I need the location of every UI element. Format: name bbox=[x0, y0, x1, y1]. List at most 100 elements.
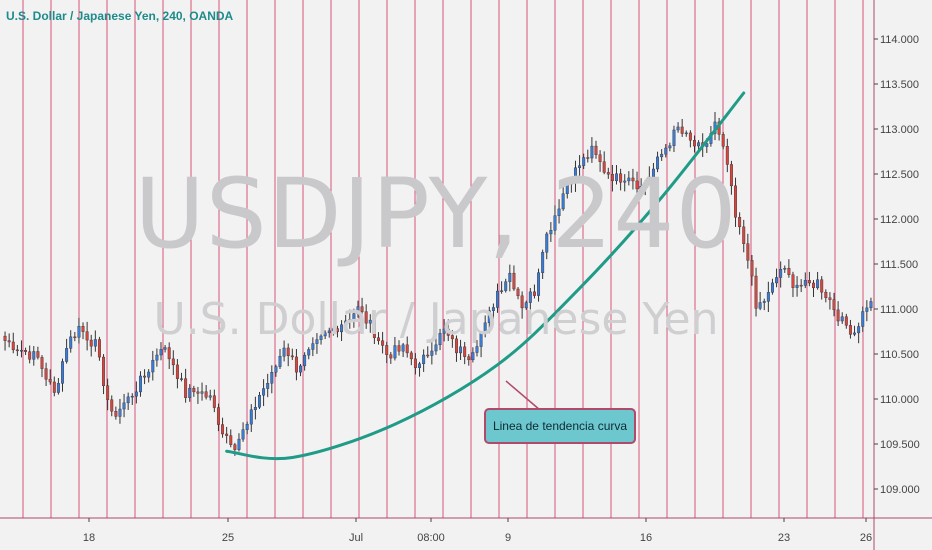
candle-down bbox=[409, 352, 413, 360]
candle-down bbox=[844, 316, 848, 326]
candle-up bbox=[258, 395, 261, 408]
chart-title: U.S. Dollar / Japanese Yen, 240, OANDA bbox=[6, 9, 234, 23]
candle-up bbox=[639, 186, 643, 190]
candle-up bbox=[557, 208, 561, 216]
candle-down bbox=[787, 267, 791, 275]
candle-up bbox=[676, 126, 680, 131]
candle-down bbox=[598, 154, 602, 162]
candle-down bbox=[791, 274, 795, 288]
candle-up bbox=[134, 391, 138, 397]
annotation-label: Linea de tendencia curva bbox=[492, 419, 628, 433]
candle-up bbox=[438, 333, 442, 346]
candle-up bbox=[574, 167, 577, 184]
candle-up bbox=[541, 252, 545, 273]
candle-down bbox=[52, 381, 56, 393]
candle-up bbox=[766, 292, 770, 302]
candle-up bbox=[118, 408, 122, 417]
candle-up bbox=[69, 336, 73, 349]
candle-down bbox=[836, 309, 840, 322]
candle-up bbox=[422, 354, 426, 365]
candle-up bbox=[237, 438, 241, 450]
candle-up bbox=[853, 332, 857, 335]
candle-down bbox=[799, 284, 803, 287]
trend-curve-annotation[interactable]: Linea de tendencia curva bbox=[484, 408, 636, 444]
candle-down bbox=[175, 364, 179, 379]
candle-up bbox=[130, 395, 134, 398]
candle-up bbox=[528, 291, 532, 303]
candle-down bbox=[212, 395, 216, 408]
candle-down bbox=[171, 358, 175, 366]
candle-down bbox=[225, 433, 229, 436]
candle-down bbox=[454, 338, 458, 354]
candle-up bbox=[803, 280, 807, 286]
candle-up bbox=[627, 177, 631, 182]
candle-down bbox=[606, 172, 610, 175]
candle-up bbox=[623, 180, 627, 183]
candle-up bbox=[861, 311, 865, 327]
candle-up bbox=[491, 307, 495, 311]
candle-up bbox=[840, 316, 844, 322]
candle-up bbox=[668, 145, 672, 149]
y-tick-label: 113.500 bbox=[880, 79, 919, 91]
candle-down bbox=[81, 326, 85, 332]
candle-down bbox=[807, 280, 811, 284]
candle-up bbox=[282, 347, 286, 357]
candle-down bbox=[196, 391, 200, 394]
candle-up bbox=[869, 301, 873, 309]
candle-down bbox=[721, 134, 725, 147]
candle-up bbox=[65, 348, 69, 362]
annotation-pointer bbox=[505, 380, 541, 411]
candle-up bbox=[545, 233, 549, 253]
candle-up bbox=[56, 383, 60, 393]
candle-down bbox=[738, 217, 742, 228]
candle-down bbox=[36, 351, 40, 358]
candle-down bbox=[635, 180, 639, 190]
candle-up bbox=[61, 361, 64, 384]
candle-up bbox=[434, 344, 438, 352]
candle-up bbox=[159, 349, 163, 356]
candle-down bbox=[89, 339, 93, 347]
candle-up bbox=[697, 142, 701, 147]
candle-up bbox=[660, 153, 664, 158]
candle-down bbox=[848, 325, 852, 335]
candle-up bbox=[590, 145, 594, 159]
candle-down bbox=[426, 354, 430, 357]
candle-up bbox=[274, 366, 278, 373]
candle-up bbox=[151, 359, 155, 373]
candle-down bbox=[143, 375, 147, 378]
candle-down bbox=[389, 354, 393, 359]
candle-down bbox=[619, 173, 623, 183]
candle-down bbox=[734, 185, 737, 218]
candle-up bbox=[783, 267, 787, 270]
candle-down bbox=[229, 435, 233, 445]
candle-up bbox=[278, 356, 282, 367]
candle-down bbox=[85, 331, 89, 341]
candle-down bbox=[184, 378, 188, 398]
candle-down bbox=[450, 335, 454, 340]
trend-curve-layer bbox=[225, 91, 746, 461]
candle-up bbox=[356, 306, 360, 314]
candle-down bbox=[48, 379, 52, 383]
candle-up bbox=[483, 322, 487, 334]
y-tick-label: 110.000 bbox=[880, 394, 919, 406]
x-tick-label: Jul bbox=[349, 532, 363, 544]
y-tick-label: 110.500 bbox=[880, 349, 919, 361]
candle-up bbox=[249, 409, 253, 425]
y-tick-label: 109.500 bbox=[880, 439, 920, 451]
candle-up bbox=[553, 215, 557, 231]
trend-curve[interactable] bbox=[225, 91, 746, 461]
candle-down bbox=[28, 351, 32, 360]
candle-down bbox=[405, 344, 409, 354]
candle-down bbox=[233, 444, 237, 450]
candle-up bbox=[241, 429, 245, 440]
candles bbox=[3, 111, 873, 456]
candle-down bbox=[688, 132, 692, 141]
candle-down bbox=[7, 340, 11, 343]
y-tick-label: 114.000 bbox=[880, 34, 919, 46]
candle-up bbox=[323, 332, 327, 337]
candle-up bbox=[651, 168, 655, 178]
candle-up bbox=[565, 183, 569, 194]
x-tick-label: 23 bbox=[778, 532, 790, 544]
